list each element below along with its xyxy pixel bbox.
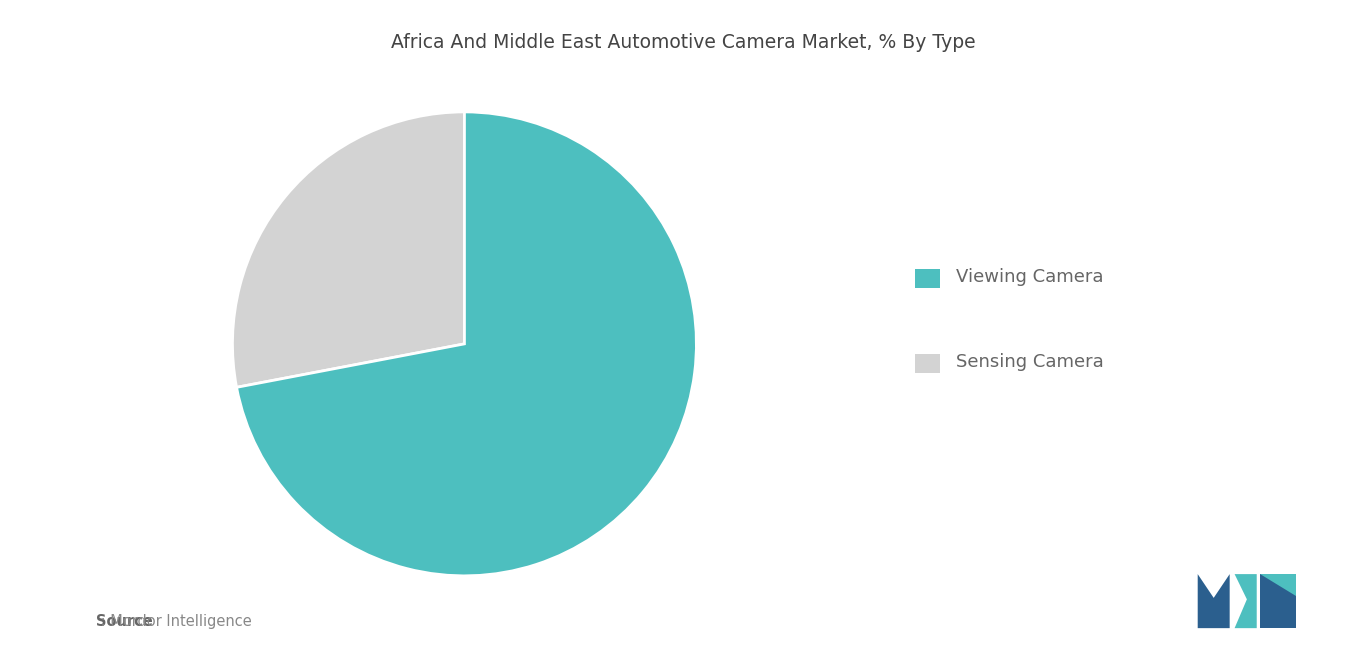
Text: Sensing Camera: Sensing Camera xyxy=(956,353,1104,371)
Polygon shape xyxy=(1235,574,1257,628)
Text: : Mordor Intelligence: : Mordor Intelligence xyxy=(96,614,251,629)
Wedge shape xyxy=(232,112,464,387)
Polygon shape xyxy=(1261,574,1296,628)
Polygon shape xyxy=(1261,574,1296,596)
Polygon shape xyxy=(1198,574,1229,628)
Wedge shape xyxy=(236,112,697,576)
Text: Viewing Camera: Viewing Camera xyxy=(956,268,1104,286)
Text: Source: Source xyxy=(96,614,153,629)
Text: Africa And Middle East Automotive Camera Market, % By Type: Africa And Middle East Automotive Camera… xyxy=(391,33,975,52)
